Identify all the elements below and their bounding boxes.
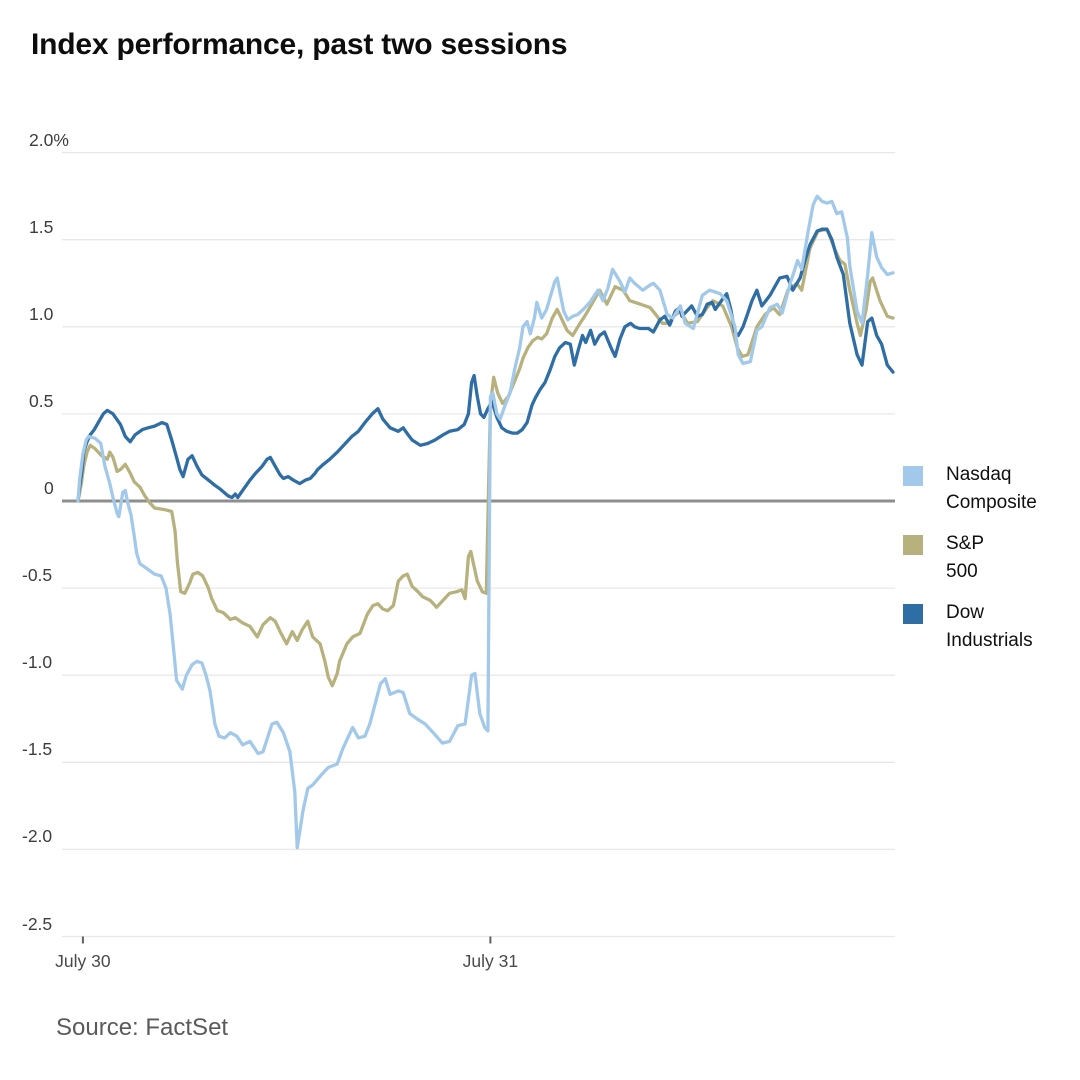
y-axis-label: 0.5 [29,390,54,411]
x-axis-label: July 30 [55,951,111,971]
legend-label-dow-industrials: Dow Industrials [946,602,1033,651]
source-note: Source: FactSet [56,1014,229,1041]
legend-item-nasdaq-composite: Nasdaq Composite [903,461,1037,517]
y-axis-label: 1.0 [29,303,54,324]
y-axis-label: 0 [44,478,54,498]
legend-item-s-p-500: S&P 500 [903,530,1037,586]
y-axis-label: -0.5 [22,565,53,586]
legend-swatch-dow-industrials-icon [903,604,923,624]
legend-item-dow-industrials: Dow Industrials [903,599,1037,655]
series-line-s-p-500 [76,227,895,688]
legend-swatch-nasdaq-composite-icon [903,466,923,486]
legend-label-nasdaq-composite: Nasdaq Composite [946,464,1037,513]
y-axis-label: 2.0% [29,129,69,150]
x-axis-label: July 31 [462,951,519,971]
legend: Nasdaq Composite S&P 500 Dow Industrials [903,461,1037,668]
legend-label-s-p-500: S&P 500 [946,533,985,582]
y-axis-label: 1.5 [29,216,54,237]
y-axis-label: -2.0 [22,826,53,847]
series-line-dow-industrials [76,227,895,503]
chart-title: Index performance, past two sessions [31,28,568,61]
legend-swatch-s-p-500-icon [903,535,923,555]
y-axis-label: -1.0 [22,652,53,673]
y-axis-label: -2.5 [22,913,53,934]
series-line-nasdaq-composite [76,194,895,850]
y-axis-label: -1.5 [22,739,53,760]
